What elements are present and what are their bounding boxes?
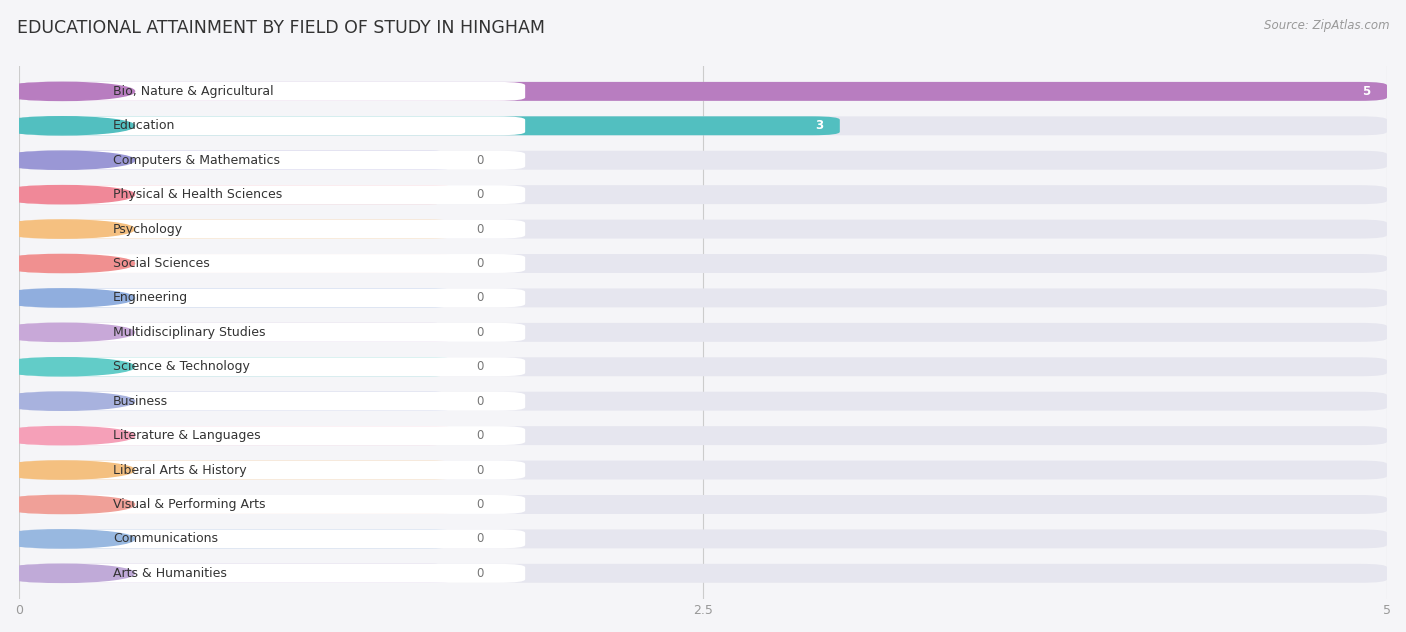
FancyBboxPatch shape (20, 116, 526, 135)
FancyBboxPatch shape (20, 254, 526, 273)
FancyBboxPatch shape (20, 392, 457, 411)
Circle shape (0, 186, 135, 204)
Text: Social Sciences: Social Sciences (112, 257, 209, 270)
FancyBboxPatch shape (20, 392, 1386, 411)
FancyBboxPatch shape (20, 185, 526, 204)
FancyBboxPatch shape (20, 82, 1386, 101)
FancyBboxPatch shape (20, 323, 1386, 342)
Circle shape (0, 82, 135, 100)
Text: Computers & Mathematics: Computers & Mathematics (112, 154, 280, 167)
Circle shape (0, 392, 135, 410)
FancyBboxPatch shape (20, 219, 1386, 238)
Circle shape (0, 323, 135, 341)
Text: 0: 0 (475, 291, 484, 305)
FancyBboxPatch shape (20, 426, 526, 445)
Text: 0: 0 (475, 326, 484, 339)
FancyBboxPatch shape (20, 219, 526, 238)
Text: EDUCATIONAL ATTAINMENT BY FIELD OF STUDY IN HINGHAM: EDUCATIONAL ATTAINMENT BY FIELD OF STUDY… (17, 19, 546, 37)
Text: 0: 0 (475, 154, 484, 167)
FancyBboxPatch shape (20, 564, 1386, 583)
FancyBboxPatch shape (20, 151, 526, 170)
Text: Science & Technology: Science & Technology (112, 360, 250, 374)
Circle shape (0, 289, 135, 307)
Text: 0: 0 (475, 395, 484, 408)
Text: 0: 0 (475, 463, 484, 477)
Circle shape (0, 564, 135, 583)
FancyBboxPatch shape (20, 357, 526, 376)
FancyBboxPatch shape (20, 82, 1386, 101)
Text: 0: 0 (475, 498, 484, 511)
Circle shape (0, 495, 135, 514)
FancyBboxPatch shape (20, 564, 526, 583)
FancyBboxPatch shape (20, 461, 457, 480)
FancyBboxPatch shape (20, 288, 526, 307)
Circle shape (0, 427, 135, 445)
FancyBboxPatch shape (20, 185, 1386, 204)
Circle shape (0, 151, 135, 169)
Text: 0: 0 (475, 188, 484, 201)
FancyBboxPatch shape (20, 185, 457, 204)
FancyBboxPatch shape (20, 495, 457, 514)
FancyBboxPatch shape (20, 495, 1386, 514)
FancyBboxPatch shape (20, 564, 457, 583)
Text: 0: 0 (475, 257, 484, 270)
Circle shape (0, 358, 135, 376)
Text: Liberal Arts & History: Liberal Arts & History (112, 463, 246, 477)
Text: Engineering: Engineering (112, 291, 188, 305)
FancyBboxPatch shape (20, 530, 457, 549)
FancyBboxPatch shape (20, 392, 526, 411)
Text: 3: 3 (815, 119, 824, 132)
Text: 0: 0 (475, 222, 484, 236)
Text: Psychology: Psychology (112, 222, 183, 236)
Text: 5: 5 (1362, 85, 1371, 98)
FancyBboxPatch shape (20, 323, 457, 342)
FancyBboxPatch shape (20, 461, 526, 480)
FancyBboxPatch shape (20, 288, 1386, 307)
Text: Physical & Health Sciences: Physical & Health Sciences (112, 188, 283, 201)
Text: Education: Education (112, 119, 176, 132)
Circle shape (0, 255, 135, 272)
FancyBboxPatch shape (20, 530, 526, 549)
Text: Communications: Communications (112, 532, 218, 545)
FancyBboxPatch shape (20, 82, 526, 101)
FancyBboxPatch shape (20, 530, 1386, 549)
Text: Bio, Nature & Agricultural: Bio, Nature & Agricultural (112, 85, 274, 98)
FancyBboxPatch shape (20, 495, 526, 514)
FancyBboxPatch shape (20, 288, 457, 307)
Text: Source: ZipAtlas.com: Source: ZipAtlas.com (1264, 19, 1389, 32)
FancyBboxPatch shape (20, 151, 1386, 170)
Text: Literature & Languages: Literature & Languages (112, 429, 260, 442)
FancyBboxPatch shape (20, 357, 1386, 376)
Circle shape (0, 220, 135, 238)
FancyBboxPatch shape (20, 426, 1386, 445)
FancyBboxPatch shape (20, 461, 1386, 480)
FancyBboxPatch shape (20, 254, 457, 273)
FancyBboxPatch shape (20, 357, 457, 376)
Circle shape (0, 461, 135, 479)
Text: 0: 0 (475, 567, 484, 580)
Text: 0: 0 (475, 429, 484, 442)
Text: 0: 0 (475, 360, 484, 374)
FancyBboxPatch shape (20, 151, 457, 170)
FancyBboxPatch shape (20, 426, 457, 445)
Text: Business: Business (112, 395, 169, 408)
Text: 0: 0 (475, 532, 484, 545)
FancyBboxPatch shape (20, 254, 1386, 273)
Text: Visual & Performing Arts: Visual & Performing Arts (112, 498, 266, 511)
FancyBboxPatch shape (20, 323, 526, 342)
Text: Arts & Humanities: Arts & Humanities (112, 567, 226, 580)
Text: Multidisciplinary Studies: Multidisciplinary Studies (112, 326, 266, 339)
FancyBboxPatch shape (20, 219, 457, 238)
FancyBboxPatch shape (20, 116, 839, 135)
Circle shape (0, 117, 135, 135)
FancyBboxPatch shape (20, 116, 1386, 135)
Circle shape (0, 530, 135, 548)
